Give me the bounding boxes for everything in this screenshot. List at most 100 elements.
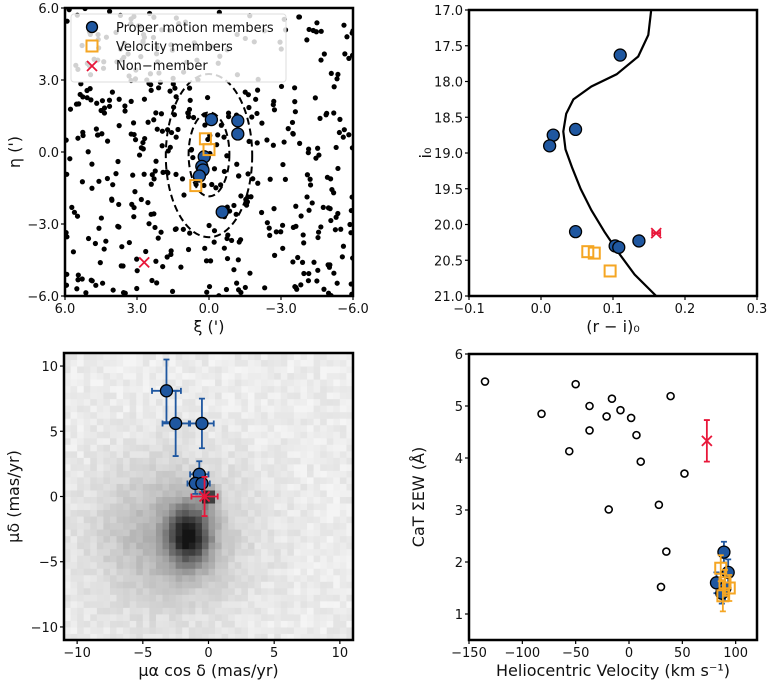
histogram-bin	[149, 411, 157, 419]
histogram-bin	[64, 503, 72, 511]
histogram-bin	[182, 424, 190, 432]
field-star-point	[224, 255, 231, 262]
field-star-point	[314, 20, 320, 26]
histogram-bin	[70, 600, 78, 608]
histogram-bin	[280, 633, 288, 640]
histogram-bin	[293, 372, 301, 380]
histogram-bin	[103, 437, 111, 445]
x-tick-label: 0.2	[675, 302, 696, 317]
y-tick-label: 20.5	[434, 254, 463, 269]
y-tick-label: 6.0	[38, 2, 59, 17]
histogram-bin	[254, 424, 262, 432]
histogram-bin	[195, 509, 203, 517]
proper-motion-member-point	[195, 476, 209, 491]
histogram-bin	[103, 359, 111, 367]
histogram-bin	[326, 542, 334, 550]
histogram-bin	[169, 411, 177, 419]
histogram-bin	[77, 587, 85, 595]
histogram-bin	[162, 353, 170, 361]
histogram-bin	[234, 418, 242, 426]
histogram-bin	[116, 503, 124, 511]
histogram-bin	[241, 496, 249, 504]
histogram-bin	[261, 568, 269, 576]
histogram-bin	[208, 379, 216, 387]
field-star-point	[231, 267, 237, 273]
histogram-bin	[313, 542, 321, 550]
histogram-bin	[215, 424, 223, 432]
histogram-bin	[287, 620, 295, 628]
open-circle-point	[585, 426, 594, 435]
histogram-bin	[182, 581, 190, 589]
histogram-bin	[64, 600, 72, 608]
histogram-bin	[313, 548, 321, 556]
histogram-bin	[64, 353, 72, 361]
histogram-bin	[261, 516, 269, 524]
histogram-bin	[70, 522, 78, 530]
histogram-bin	[155, 450, 164, 458]
histogram-bin	[307, 392, 315, 400]
histogram-bin	[116, 450, 124, 458]
histogram-bin	[162, 574, 170, 582]
histogram-bin	[182, 594, 190, 602]
histogram-bin	[274, 633, 282, 640]
field-star-point	[234, 161, 240, 167]
histogram-bin	[247, 522, 255, 530]
histogram-bin	[261, 398, 269, 406]
histogram-bin	[261, 392, 269, 400]
histogram-bin	[346, 444, 353, 452]
histogram-bin	[90, 529, 98, 537]
histogram-bin	[287, 424, 295, 432]
histogram-bin	[267, 600, 275, 608]
histogram-bin	[109, 385, 118, 393]
histogram-bin	[346, 463, 353, 471]
histogram-bin	[169, 359, 177, 367]
histogram-bin	[287, 522, 295, 530]
histogram-bin	[64, 450, 72, 458]
histogram-bin	[83, 594, 91, 602]
histogram-bin	[70, 509, 78, 517]
histogram-bin	[123, 489, 131, 497]
histogram-bin	[64, 626, 72, 634]
histogram-bin	[149, 372, 157, 380]
histogram-bin	[162, 613, 170, 621]
histogram-bin	[346, 620, 353, 628]
histogram-bin	[293, 385, 301, 393]
histogram-bin	[116, 561, 124, 569]
histogram-bin	[103, 385, 111, 393]
histogram-bin	[116, 626, 124, 634]
field-star-point	[106, 8, 113, 14]
histogram-bin	[116, 574, 124, 582]
y-tick-label: 19.5	[434, 183, 463, 198]
field-star-point	[138, 145, 144, 151]
histogram-bin	[333, 450, 341, 458]
histogram-bin	[182, 359, 190, 367]
histogram-bin	[320, 503, 328, 511]
histogram-bin	[234, 431, 242, 439]
histogram-bin	[293, 542, 301, 550]
histogram-bin	[109, 529, 118, 537]
histogram-bin	[280, 437, 288, 445]
histogram-bin	[274, 366, 282, 374]
histogram-bin	[188, 561, 196, 569]
histogram-bin	[188, 574, 196, 582]
histogram-bin	[83, 431, 91, 439]
histogram-bin	[280, 529, 288, 537]
field-star-point	[152, 224, 158, 231]
histogram-bin	[77, 353, 85, 361]
histogram-bin	[103, 522, 111, 530]
histogram-bin	[136, 555, 144, 563]
histogram-bin	[109, 607, 118, 615]
histogram-bin	[307, 424, 315, 432]
histogram-bin	[155, 594, 164, 602]
proper-motion-member-point	[215, 205, 229, 219]
histogram-bin	[169, 535, 177, 543]
field-star-point	[296, 14, 303, 20]
field-star-point	[208, 258, 214, 264]
histogram-bin	[149, 457, 157, 465]
field-star-point	[292, 284, 298, 290]
histogram-bin	[182, 353, 190, 361]
histogram-bin	[129, 450, 137, 458]
histogram-bin	[208, 483, 216, 491]
field-star-point	[344, 34, 350, 40]
histogram-bin	[182, 542, 190, 550]
